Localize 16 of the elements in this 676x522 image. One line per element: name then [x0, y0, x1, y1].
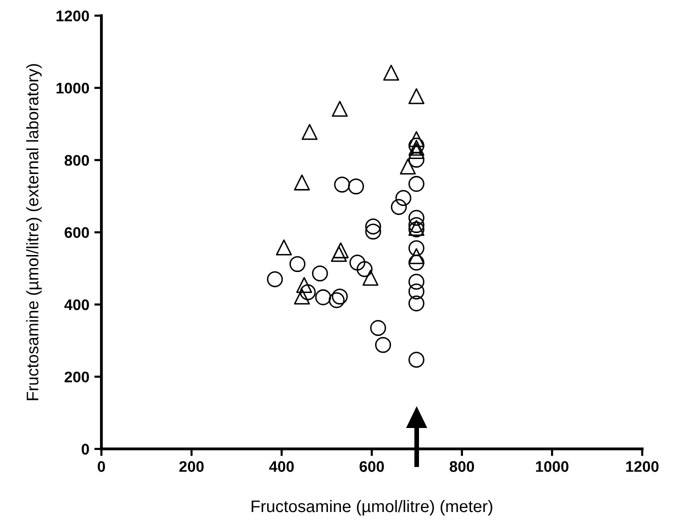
y-tick-label: 600 — [64, 227, 89, 238]
y-tick-label: 1000 — [56, 82, 89, 94]
x-tick-label: 400 — [269, 461, 294, 472]
y-tick-label: 0 — [82, 444, 89, 455]
x-tick-label: 800 — [450, 461, 474, 472]
y-tick-label: 800 — [64, 154, 89, 166]
x-tick-label: 1000 — [536, 461, 568, 472]
y-tick-label: 400 — [64, 299, 89, 310]
x-tick-label: 600 — [360, 461, 384, 472]
x-tick-label: 0 — [98, 461, 106, 472]
x-axis-title: Fructosamine (µmol/litre) (meter) — [252, 500, 492, 516]
y-tick-label: 1200 — [56, 10, 89, 22]
y-tick-label: 200 — [64, 372, 89, 382]
y-axis-title: Fructosamine (µmol/litre) (external laboratory) — [26, 64, 42, 400]
x-tick-label: 200 — [179, 461, 204, 472]
x-tick-label: 1200 — [626, 461, 659, 472]
